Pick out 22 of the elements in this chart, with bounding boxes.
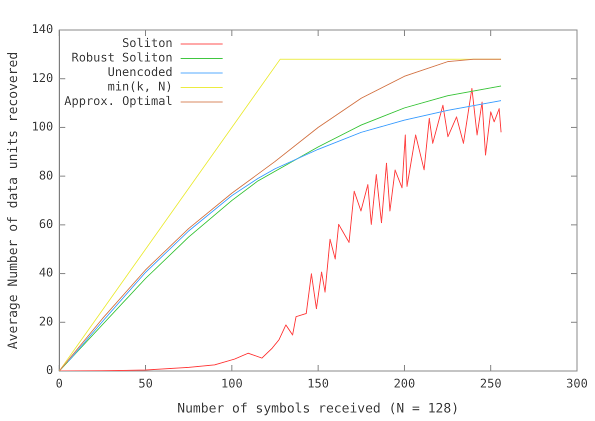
x-tick-label: 100 bbox=[221, 376, 243, 390]
y-tick-label: 0 bbox=[46, 363, 54, 378]
legend-label: Robust Soliton bbox=[71, 50, 173, 65]
x-tick-label: 50 bbox=[138, 376, 153, 390]
legend-label: Soliton bbox=[122, 36, 173, 50]
y-tick-label: 100 bbox=[32, 120, 54, 134]
y-tick-label: 60 bbox=[38, 216, 54, 231]
y-axis-title: Average Number of data units recovered bbox=[6, 52, 22, 350]
legend-label: min(k, N) bbox=[108, 80, 173, 94]
x-tick-label: 150 bbox=[307, 376, 329, 390]
x-tick-label: 300 bbox=[566, 376, 588, 390]
y-tick-label: 140 bbox=[32, 22, 54, 36]
y-tick-label: 80 bbox=[38, 168, 54, 182]
y-tick-label: 20 bbox=[38, 314, 54, 328]
x-tick-label: 250 bbox=[480, 376, 502, 390]
y-tick-label: 120 bbox=[32, 70, 54, 85]
x-axis-title: Number of symbols received (N = 128) bbox=[177, 402, 460, 417]
legend-label: Unencoded bbox=[108, 65, 173, 80]
y-tick-label: 40 bbox=[38, 266, 54, 280]
x-tick-label: 200 bbox=[394, 376, 416, 390]
legend-label: Approx. Optimal bbox=[64, 94, 173, 108]
x-tick-label: 0 bbox=[56, 376, 63, 390]
